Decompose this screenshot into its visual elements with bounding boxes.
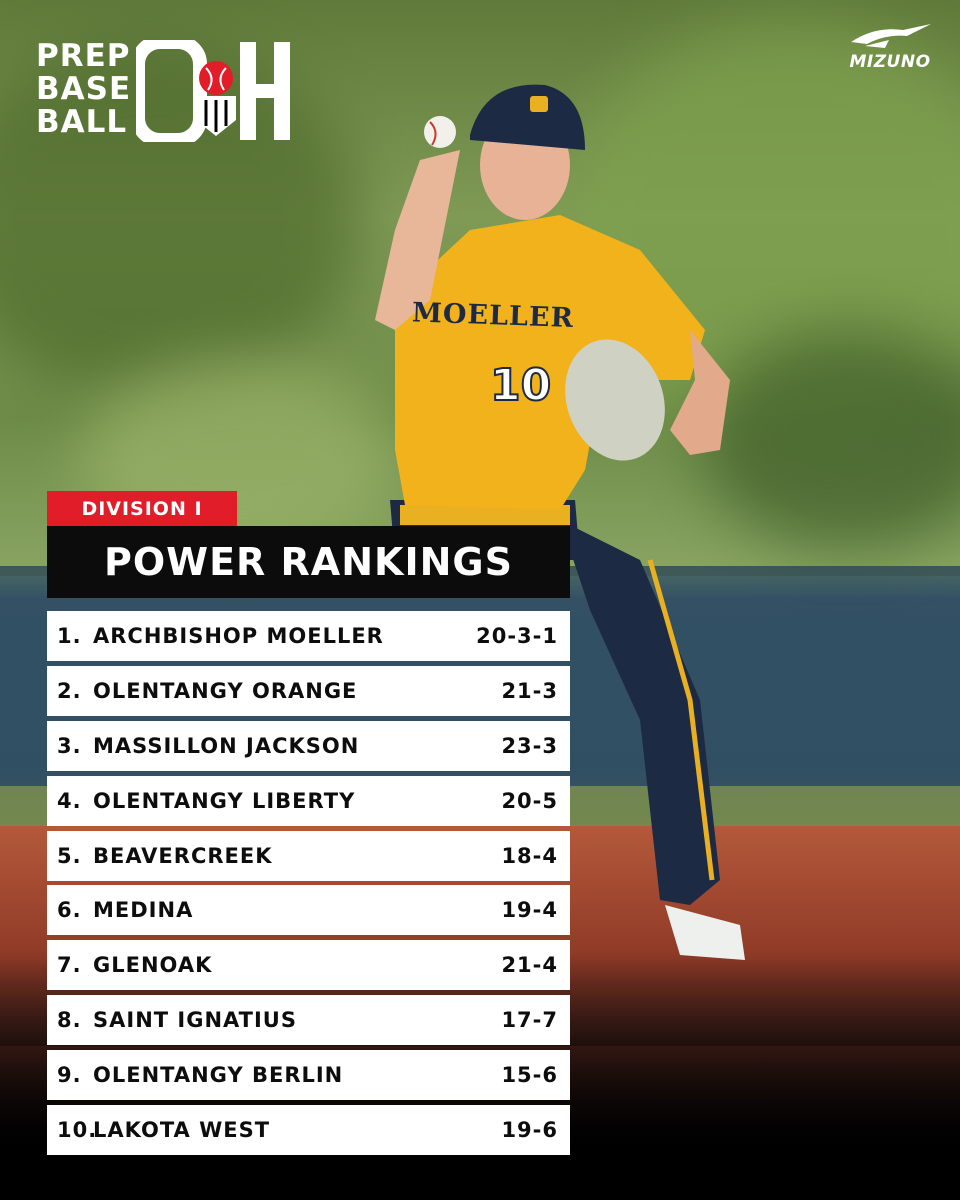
sponsor-logo: MIZUNO	[845, 22, 935, 72]
team-name: ARCHBISHOP MOELLER	[93, 624, 384, 648]
team-record: 20-3-1	[476, 624, 558, 648]
rank-number: 5.	[57, 843, 82, 868]
rank-number: 1.	[57, 624, 82, 648]
team-record: 21-4	[501, 953, 558, 978]
ranking-row: 7. GLENOAK 21-4	[47, 940, 570, 991]
team-record: 19-6	[501, 1118, 558, 1143]
team-name: GLENOAK	[93, 953, 213, 978]
foliage-blur	[700, 330, 960, 550]
ranking-row: 2. OLENTANGY ORANGE 21-3	[47, 665, 570, 716]
logo-oh-mark	[136, 40, 290, 142]
rank-number: 8.	[57, 1008, 82, 1033]
logo-line: BALL	[36, 104, 128, 140]
team-record: 19-4	[501, 898, 558, 923]
ranking-row: 3. MASSILLON JACKSON 23-3	[47, 720, 570, 771]
rank-number: 4.	[57, 788, 82, 813]
team-name: OLENTANGY ORANGE	[93, 678, 358, 703]
rank-number: 10.	[57, 1118, 98, 1143]
ranking-row: 10. LAKOTA WEST 19-6	[47, 1105, 570, 1156]
team-record: 18-4	[501, 843, 558, 868]
team-name: OLENTANGY LIBERTY	[93, 788, 356, 813]
sponsor-name: MIZUNO	[849, 52, 931, 72]
team-record: 15-6	[501, 1063, 558, 1088]
ranking-row: 6. MEDINA 19-4	[47, 885, 570, 936]
team-name: BEAVERCREEK	[93, 843, 273, 868]
jersey-number: 10	[489, 359, 552, 412]
rankings-list: 1. ARCHBISHOP MOELLER 20-3-1 2. OLENTANG…	[47, 611, 570, 1160]
rank-number: 2.	[57, 678, 82, 703]
mizuno-runbird-icon	[851, 24, 931, 48]
prep-baseball-logo: PREP BASE BALL OH	[36, 40, 296, 146]
rank-number: 3.	[57, 733, 82, 758]
division-badge: DIVISION I	[47, 491, 237, 526]
jersey-name: MOELLER	[411, 297, 575, 335]
rank-number: 7.	[57, 953, 82, 978]
team-record: 20-5	[501, 788, 558, 813]
rank-number: 9.	[57, 1063, 82, 1088]
rankings-title: POWER RANKINGS	[47, 526, 570, 598]
ranking-row: 5. BEAVERCREEK 18-4	[47, 830, 570, 881]
logo-line: PREP	[36, 38, 131, 74]
team-name: OLENTANGY BERLIN	[93, 1063, 344, 1088]
logo-line: BASE	[36, 71, 132, 107]
team-name: SAINT IGNATIUS	[93, 1008, 297, 1033]
logo-wordmark: PREP BASE BALL	[36, 38, 132, 140]
team-name: MEDINA	[93, 898, 194, 923]
ranking-row: 8. SAINT IGNATIUS 17-7	[47, 995, 570, 1046]
ranking-row: 4. OLENTANGY LIBERTY 20-5	[47, 775, 570, 826]
ranking-row: 9. OLENTANGY BERLIN 15-6	[47, 1050, 570, 1101]
ranking-row: 1. ARCHBISHOP MOELLER 20-3-1	[47, 611, 570, 661]
team-record: 21-3	[501, 678, 558, 703]
team-record: 17-7	[501, 1008, 558, 1033]
team-record: 23-3	[501, 733, 558, 758]
team-name: LAKOTA WEST	[93, 1118, 271, 1143]
team-name: MASSILLON JACKSON	[93, 733, 360, 758]
foliage-blur	[0, 40, 360, 400]
rank-number: 6.	[57, 898, 82, 923]
